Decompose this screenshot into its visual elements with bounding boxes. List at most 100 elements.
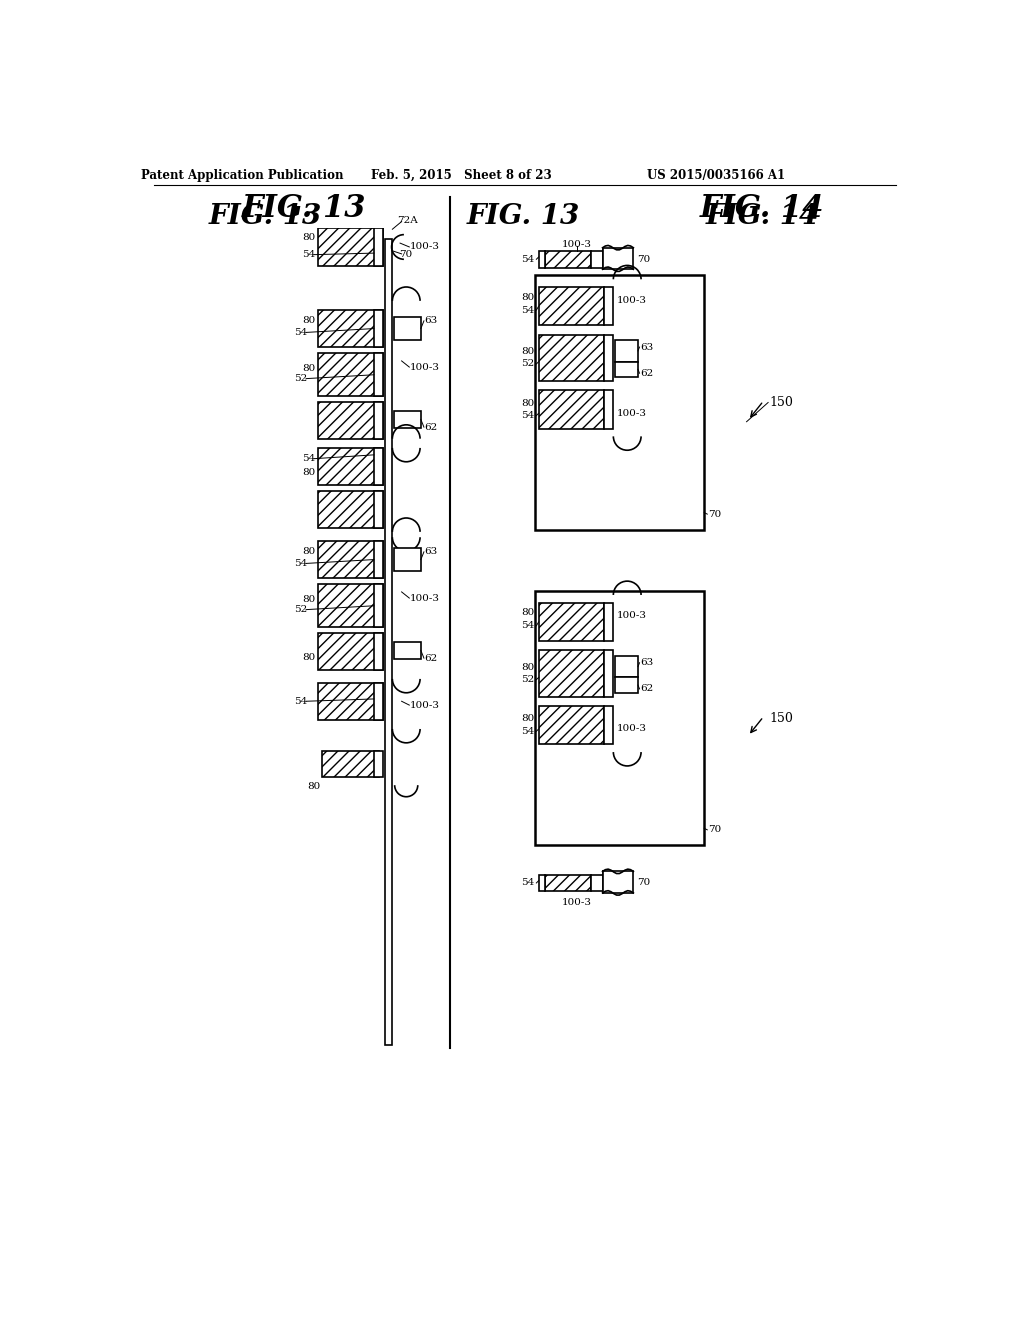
Text: 52: 52 bbox=[521, 359, 535, 368]
Text: 70: 70 bbox=[708, 510, 721, 519]
Text: FIG. 13: FIG. 13 bbox=[209, 203, 322, 230]
Bar bbox=[394, 548, 421, 572]
Bar bbox=[539, 651, 604, 697]
Bar bbox=[374, 682, 383, 719]
Text: 100-3: 100-3 bbox=[617, 296, 647, 305]
Bar bbox=[394, 411, 421, 428]
Text: 80: 80 bbox=[302, 234, 315, 242]
Text: 70: 70 bbox=[637, 879, 650, 887]
Bar bbox=[374, 632, 383, 669]
Bar bbox=[317, 632, 383, 669]
Bar bbox=[317, 447, 383, 484]
Text: 54: 54 bbox=[521, 622, 535, 630]
Bar bbox=[317, 682, 383, 719]
Text: 80: 80 bbox=[302, 469, 315, 477]
Text: 80: 80 bbox=[302, 595, 315, 605]
Bar bbox=[374, 751, 383, 777]
Text: 100-3: 100-3 bbox=[617, 409, 647, 417]
Text: FIG. 13: FIG. 13 bbox=[242, 193, 366, 224]
Bar bbox=[545, 875, 591, 891]
Text: 63: 63 bbox=[640, 343, 653, 351]
Text: Patent Application Publication: Patent Application Publication bbox=[141, 169, 343, 182]
Text: 62: 62 bbox=[425, 653, 438, 663]
Bar bbox=[374, 541, 383, 578]
Bar bbox=[614, 362, 638, 378]
Bar bbox=[614, 677, 638, 693]
Text: 63: 63 bbox=[640, 659, 653, 667]
Text: 52: 52 bbox=[294, 374, 307, 383]
Bar bbox=[374, 491, 383, 528]
Text: 54: 54 bbox=[294, 697, 307, 706]
Bar bbox=[317, 491, 383, 528]
Text: 52: 52 bbox=[294, 605, 307, 614]
Text: FIG. 14: FIG. 14 bbox=[706, 203, 818, 230]
Bar bbox=[604, 651, 613, 697]
Bar bbox=[614, 656, 638, 677]
Text: 80: 80 bbox=[521, 293, 535, 301]
Bar bbox=[317, 354, 383, 396]
Bar bbox=[545, 251, 591, 268]
Bar bbox=[539, 391, 604, 429]
Text: 150: 150 bbox=[770, 711, 794, 725]
Bar bbox=[374, 310, 383, 347]
Text: FIG. 13: FIG. 13 bbox=[467, 203, 580, 230]
Bar bbox=[539, 286, 604, 326]
Bar bbox=[374, 401, 383, 438]
Text: 70: 70 bbox=[708, 825, 721, 834]
Text: 54: 54 bbox=[294, 327, 307, 337]
Text: 80: 80 bbox=[302, 653, 315, 661]
Bar bbox=[374, 447, 383, 484]
Bar bbox=[539, 603, 604, 642]
Bar bbox=[539, 875, 545, 891]
Text: 62: 62 bbox=[425, 422, 438, 432]
Text: 80: 80 bbox=[521, 609, 535, 618]
Bar bbox=[604, 706, 613, 744]
Bar bbox=[604, 286, 613, 326]
Text: 100-3: 100-3 bbox=[410, 243, 439, 251]
Text: 80: 80 bbox=[521, 399, 535, 408]
Text: 54: 54 bbox=[521, 411, 535, 420]
Text: 100-3: 100-3 bbox=[617, 611, 647, 620]
Text: 80: 80 bbox=[302, 364, 315, 374]
Text: 150: 150 bbox=[770, 396, 794, 409]
Bar bbox=[477, 197, 631, 227]
Text: 62: 62 bbox=[640, 368, 653, 378]
Text: 70: 70 bbox=[637, 255, 650, 264]
Text: 100-3: 100-3 bbox=[410, 363, 439, 371]
Text: 80: 80 bbox=[302, 317, 315, 325]
Bar bbox=[317, 310, 383, 347]
Bar bbox=[535, 591, 705, 845]
Bar bbox=[591, 251, 602, 268]
Text: 52: 52 bbox=[521, 676, 535, 684]
Text: US 2015/0035166 A1: US 2015/0035166 A1 bbox=[647, 169, 784, 182]
Bar bbox=[602, 871, 634, 892]
Bar bbox=[317, 585, 383, 627]
Text: 100-3: 100-3 bbox=[617, 725, 647, 734]
Text: 100-3: 100-3 bbox=[562, 240, 592, 249]
Text: 100-3: 100-3 bbox=[410, 701, 439, 710]
Text: 100-3: 100-3 bbox=[562, 899, 592, 907]
Text: 54: 54 bbox=[521, 727, 535, 735]
Text: 72A: 72A bbox=[397, 215, 418, 224]
Bar bbox=[604, 603, 613, 642]
Text: 80: 80 bbox=[521, 663, 535, 672]
Bar bbox=[385, 239, 392, 1045]
Bar bbox=[317, 541, 383, 578]
Text: Feb. 5, 2015   Sheet 8 of 23: Feb. 5, 2015 Sheet 8 of 23 bbox=[372, 169, 552, 182]
Text: 100-3: 100-3 bbox=[410, 594, 439, 602]
Bar bbox=[604, 391, 613, 429]
Bar bbox=[374, 585, 383, 627]
Text: 54: 54 bbox=[302, 251, 315, 259]
Bar bbox=[374, 354, 383, 396]
Text: 54: 54 bbox=[521, 255, 535, 264]
Text: 54: 54 bbox=[521, 306, 535, 314]
Text: FIG. 14: FIG. 14 bbox=[699, 193, 824, 224]
Bar bbox=[708, 197, 831, 227]
Bar bbox=[539, 706, 604, 744]
Text: 80: 80 bbox=[521, 347, 535, 356]
Text: 80: 80 bbox=[307, 783, 321, 791]
Bar bbox=[322, 751, 379, 777]
Text: 63: 63 bbox=[425, 317, 438, 325]
Bar bbox=[317, 227, 383, 267]
Bar bbox=[394, 317, 421, 341]
